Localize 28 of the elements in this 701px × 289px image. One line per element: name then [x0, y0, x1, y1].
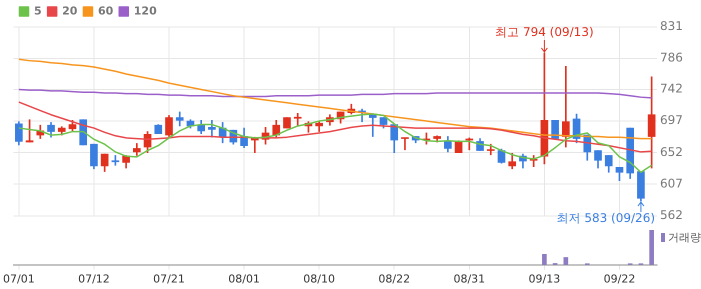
candlestick	[401, 137, 409, 150]
y-tick-label: 562	[660, 208, 683, 222]
y-tick-label: 786	[660, 50, 683, 65]
legend-label: 120	[134, 4, 158, 18]
bar	[649, 230, 654, 265]
bar	[542, 254, 547, 265]
legend-label: 5	[34, 4, 42, 18]
x-tick-label: 07/01	[3, 272, 35, 286]
candlestick	[26, 119, 34, 142]
legend-label: 거래량	[668, 230, 701, 244]
annotation: 최저 583 (09/26)	[556, 211, 656, 226]
annotation: 최고 794 (09/13)	[495, 25, 594, 40]
y-tick-label: 652	[660, 144, 683, 159]
x-tick-label: 08/22	[378, 272, 410, 286]
x-tick-label: 08/10	[303, 272, 336, 286]
x-tick-label: 08/01	[228, 272, 260, 286]
x-tick-label: 08/31	[453, 272, 486, 286]
x-tick-label: 07/12	[78, 272, 110, 286]
bar	[564, 257, 568, 265]
legend-label: 60	[98, 4, 114, 18]
x-tick-label: 09/13	[528, 272, 560, 286]
y-tick-label: 607	[660, 176, 683, 190]
legend-label: 20	[62, 4, 78, 18]
x-tick-label: 09/22	[604, 272, 636, 286]
y-tick-label: 697	[660, 113, 683, 128]
x-tick-label: 07/21	[153, 272, 185, 286]
y-tick-label: 831	[660, 19, 683, 34]
y-tick-label: 742	[660, 82, 683, 96]
